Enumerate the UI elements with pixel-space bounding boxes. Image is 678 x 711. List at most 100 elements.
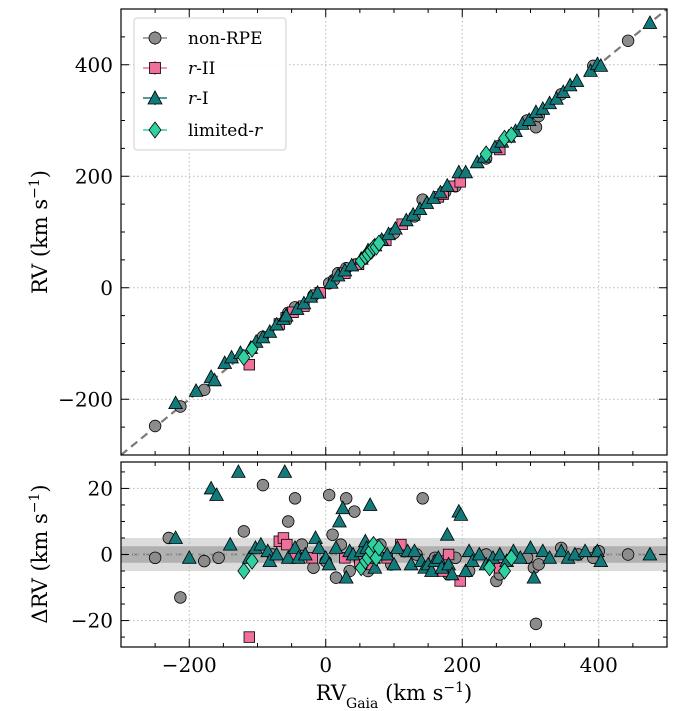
- bottom-y-tick-label: 0: [100, 543, 113, 567]
- top-point-limited-r: [504, 126, 518, 144]
- bottom-point-r-i: [203, 480, 219, 495]
- bottom-data-points: [148, 464, 658, 643]
- top-series-limited-r: [237, 126, 518, 367]
- top-point-limited-r: [237, 348, 251, 367]
- top-y-tick-label: −200: [58, 387, 113, 411]
- bottom-point-r-i: [321, 556, 337, 571]
- bottom-point-non-rpe: [532, 558, 545, 571]
- bottom-point-r-i: [526, 569, 542, 584]
- bottom-point-non-rpe: [256, 478, 270, 492]
- top-point-r-i: [458, 164, 474, 179]
- top-axis-ticks: −200 0 200 400: [58, 8, 668, 456]
- bottom-point-non-rpe: [326, 528, 339, 541]
- bottom-point-r-i: [444, 566, 460, 581]
- top-y-tick-label: 0: [100, 276, 113, 300]
- legend-marker-limited-r: [148, 121, 162, 139]
- bottom-y-tick-label: −20: [71, 609, 113, 633]
- bottom-point-non-rpe: [322, 488, 336, 502]
- legend-marker-r-ii: [149, 62, 161, 74]
- top-point-r-i: [188, 383, 204, 397]
- bottom-point-r-i: [222, 536, 238, 551]
- bottom-y-axis-label: ΔRV (km s−1): [27, 484, 52, 623]
- bottom-point-r-i: [389, 540, 405, 554]
- bottom-point-limited-r: [483, 559, 497, 577]
- top-point-limited-r: [245, 340, 259, 358]
- bottom-point-non-rpe: [529, 617, 543, 631]
- legend-label-r-i: r-I: [188, 89, 209, 109]
- bottom-point-non-rpe: [348, 505, 361, 518]
- legend-label-non-rpe: non-RPE: [188, 29, 263, 49]
- bottom-point-r-i: [269, 546, 285, 561]
- bottom-point-r-i: [553, 543, 569, 558]
- bottom-point-r-i: [168, 530, 184, 544]
- bottom-point-r-i: [407, 543, 422, 558]
- legend-label-r-ii: r-II: [188, 59, 215, 79]
- top-point-r-i: [323, 274, 339, 289]
- bottom-point-r-i: [523, 540, 538, 554]
- top-point-r-i: [642, 15, 658, 29]
- legend-entry-r-i: r-I: [143, 89, 209, 109]
- top-point-r-i: [262, 323, 278, 338]
- legend: non-RPE r-II r-I limited-r: [133, 17, 287, 151]
- legend-entry-non-rpe: non-RPE: [143, 29, 263, 49]
- bottom-point-r-i: [181, 549, 197, 564]
- top-point-r-i: [344, 257, 360, 272]
- bottom-point-r-i: [277, 464, 293, 478]
- top-point-r-i: [168, 395, 184, 410]
- bottom-point-limited-r: [498, 562, 512, 580]
- legend-label-limited-r: limited-r: [188, 121, 263, 141]
- bottom-point-r-i: [260, 543, 276, 558]
- bottom-point-r-i: [230, 464, 246, 478]
- bottom-point-r-i: [311, 540, 327, 554]
- top-point-limited-r: [479, 145, 493, 163]
- bottom-point-r-i: [535, 543, 551, 558]
- bottom-point-r-i: [593, 553, 609, 568]
- bottom-x-tick-label: 200: [443, 653, 481, 677]
- top-point-r-i: [569, 73, 585, 87]
- bottom-point-r-i: [642, 546, 658, 561]
- bottom-point-r-i: [209, 487, 225, 501]
- bottom-point-limited-r: [372, 539, 386, 557]
- bottom-point-r-i: [253, 536, 269, 551]
- top-point-r-i: [296, 295, 312, 310]
- top-point-r-i: [310, 284, 326, 299]
- x-axis-label: RVGaia (km s−1): [316, 680, 472, 711]
- bottom-point-r-i: [297, 546, 313, 561]
- bottom-point-non-rpe: [340, 492, 353, 505]
- bottom-point-r-i: [577, 543, 593, 558]
- top-point-r-i: [555, 84, 571, 98]
- top-point-r-i: [387, 220, 403, 235]
- bottom-point-r-i: [331, 513, 347, 528]
- legend-frame: [133, 17, 287, 151]
- bottom-point-non-rpe: [212, 551, 225, 565]
- bottom-point-r-i: [386, 556, 402, 571]
- legend-entry-r-ii: r-II: [143, 59, 215, 79]
- top-point-r-i: [593, 58, 609, 72]
- bottom-point-r-i: [367, 559, 383, 574]
- bottom-point-r-ii: [281, 538, 293, 551]
- top-point-non-rpe: [621, 34, 635, 47]
- bottom-x-tick-label: 0: [319, 653, 332, 677]
- bottom-point-non-rpe: [416, 492, 429, 505]
- bottom-point-non-rpe: [282, 515, 295, 528]
- top-y-axis-label: RV (km s−1): [27, 170, 52, 294]
- top-point-r-i: [278, 307, 294, 322]
- bottom-series-limited-r: [237, 535, 518, 580]
- bottom-point-r-i: [338, 569, 354, 584]
- bottom-series-r-i: [168, 464, 658, 584]
- bottom-point-r-i: [458, 563, 474, 577]
- top-point-limited-r: [372, 234, 386, 252]
- top-point-non-rpe: [148, 419, 162, 433]
- bottom-point-limited-r: [504, 549, 518, 567]
- bottom-point-r-i: [492, 546, 508, 561]
- bottom-point-r-i: [453, 507, 469, 521]
- bottom-point-r-i: [280, 549, 296, 564]
- top-point-r-i: [207, 372, 222, 387]
- bottom-y-tick-label: 20: [88, 476, 113, 500]
- legend-entry-limited-r: limited-r: [143, 121, 263, 141]
- top-point-r-i: [521, 112, 537, 126]
- top-point-r-i: [439, 177, 455, 192]
